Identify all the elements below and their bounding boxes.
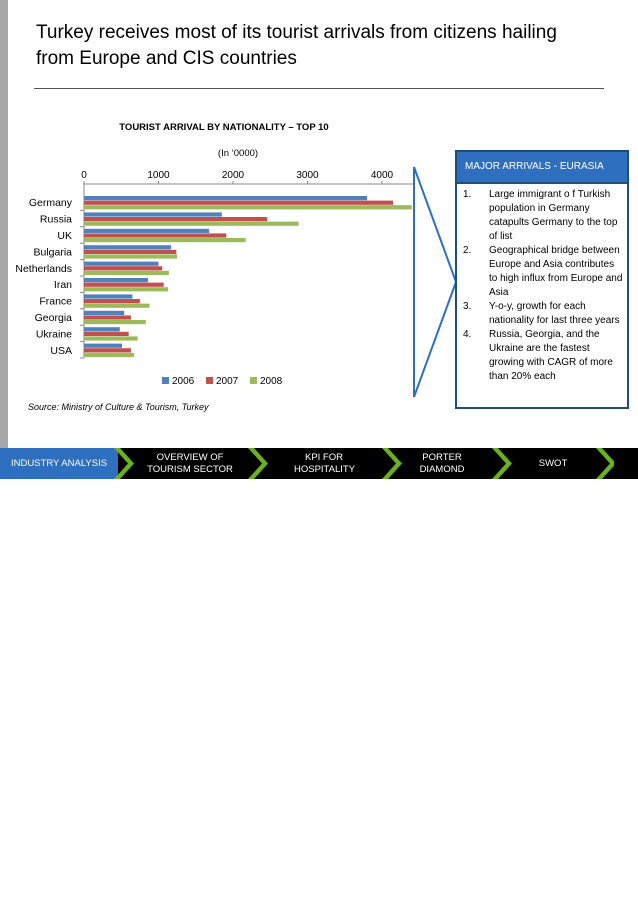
bar-2007-netherlands [84, 266, 163, 271]
y-category-label: Germany [29, 197, 73, 209]
item-number: 3. [463, 301, 472, 312]
legend-label: 2008 [260, 376, 283, 387]
bar-2007-iran [84, 282, 164, 287]
list-item: 4. Russia, Georgia, and the Ukraine are t… [463, 328, 623, 384]
bar-2006-germany [84, 196, 368, 201]
bar-2008-germany [84, 205, 412, 210]
legend-label: 2006 [172, 376, 195, 387]
bar-2008-uk [84, 238, 246, 243]
x-tick-label: 1000 [147, 170, 170, 181]
page-number: 17 [616, 905, 629, 917]
bar-2006-ukraine [84, 327, 120, 332]
legend-swatch-2006 [162, 377, 169, 384]
bar-2006-usa [84, 343, 122, 348]
bar-2006-france [84, 294, 133, 299]
y-category-label: Russia [40, 214, 72, 226]
bar-2007-germany [84, 200, 394, 205]
x-tick-label: 0 [81, 170, 87, 181]
bar-2007-usa [84, 348, 131, 353]
bar-2008-ukraine [84, 336, 138, 341]
source-note: Source: Ministry of Culture & Tourism, T… [28, 402, 209, 412]
bar-2008-bulgaria [84, 254, 178, 259]
item-number: 4. [463, 329, 472, 340]
list-item: 2. Geographical bridge between Europe and… [463, 244, 623, 300]
y-category-label: UK [57, 230, 72, 242]
nav-label: OVERVIEW OF TOURISM SECTOR [147, 451, 233, 475]
y-category-label: Ukraine [36, 328, 72, 340]
panel-list: 1. Large immigrant o f Turkish population… [457, 184, 627, 384]
chevron-icon [114, 448, 134, 479]
chart-title: TOURIST ARRIVAL BY NATIONALITY – TOP 10 [119, 122, 328, 133]
bar-2008-usa [84, 352, 134, 357]
panel-header: MAJOR ARRIVALS - EURASIA [457, 152, 627, 184]
chevron-icon [248, 448, 268, 479]
nav-label: INDUSTRY ANALYSIS [10, 457, 108, 469]
bar-2007-russia [84, 217, 268, 222]
left-accent-bar [0, 0, 8, 479]
x-tick-label: 4000 [371, 170, 394, 181]
bar-2006-russia [84, 212, 222, 217]
nav-overview-of-tourism[interactable]: OVERVIEW OF TOURISM SECTOR [134, 448, 246, 479]
item-text: Y-o-y, growth for each nationality for l… [489, 301, 620, 326]
slide-title: Turkey receives most of its tourist arri… [36, 22, 557, 69]
bar-2008-russia [84, 221, 299, 226]
bar-2008-france [84, 303, 150, 308]
item-text: Geographical bridge between Europe and A… [489, 245, 623, 298]
bar-2007-france [84, 299, 140, 304]
bar-2006-bulgaria [84, 245, 172, 250]
pointer-arrow [413, 166, 458, 398]
nav-swot[interactable]: SWOT [512, 448, 594, 479]
bar-2008-georgia [84, 320, 146, 325]
x-tick-label: 2000 [222, 170, 245, 181]
bar-2008-iran [84, 287, 169, 292]
bar-2007-uk [84, 233, 227, 238]
chevron-icon [596, 448, 614, 479]
y-category-label: France [39, 296, 72, 308]
y-category-label: Iran [54, 279, 72, 291]
item-text: Large immigrant o f Turkish population i… [489, 189, 618, 242]
y-category-label: Georgia [35, 312, 73, 324]
bar-2007-ukraine [84, 331, 129, 336]
legend-swatch-2007 [206, 377, 213, 384]
legend-swatch-2008 [250, 377, 257, 384]
nav-label: SWOT [538, 457, 568, 469]
bar-2007-bulgaria [84, 249, 177, 254]
chevron-icon [382, 448, 402, 479]
item-text: Russia, Georgia, and the Ukraine are the… [489, 329, 613, 382]
bottom-navigation: INDUSTRY ANALYSIS OVERVIEW OF TOURISM SE… [0, 448, 638, 917]
y-category-label: Bulgaria [33, 246, 72, 258]
bar-2006-netherlands [84, 261, 159, 266]
bar-2006-uk [84, 228, 210, 233]
bar-2006-georgia [84, 310, 125, 315]
major-arrivals-panel: MAJOR ARRIVALS - EURASIA 1. Large immigra… [455, 150, 629, 409]
item-number: 2. [463, 245, 472, 256]
nav-industry-analysis[interactable]: INDUSTRY ANALYSIS [0, 448, 118, 479]
list-item: 3. Y-o-y, growth for each nationality for… [463, 300, 623, 328]
x-tick-label: 3000 [296, 170, 319, 181]
legend-label: 2007 [216, 376, 239, 387]
bar-2008-netherlands [84, 270, 169, 275]
nav-label: KPI FOR HOSPITALITY [294, 451, 356, 475]
y-category-label: Netherlands [15, 263, 72, 275]
nav-label: PORTER DIAMOND [419, 451, 465, 475]
bar-chart: TOURIST ARRIVAL BY NATIONALITY – TOP 10 (… [15, 122, 418, 387]
bar-2006-iran [84, 278, 149, 283]
title-divider [34, 88, 604, 89]
nav-porter-diamond[interactable]: PORTER DIAMOND [402, 448, 482, 479]
list-item: 1. Large immigrant o f Turkish population… [463, 188, 623, 244]
item-number: 1. [463, 189, 472, 200]
chart-subtitle: (In ‘0000) [218, 148, 258, 159]
y-category-label: USA [50, 345, 72, 357]
bar-2007-georgia [84, 315, 131, 320]
nav-kpi-for-hospitality[interactable]: KPI FOR HOSPITALITY [268, 448, 380, 479]
chevron-icon [492, 448, 512, 479]
